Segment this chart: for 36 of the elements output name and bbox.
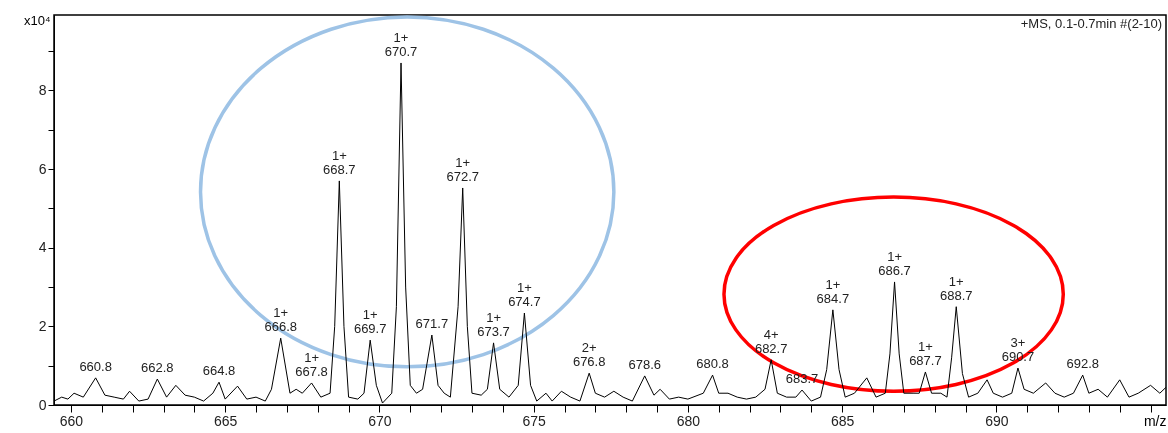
x-axis-title: m/z xyxy=(1143,412,1167,429)
annotation: 664.8 xyxy=(202,363,236,379)
annotation: 1+ 688.7 xyxy=(939,273,973,303)
annotation: 1+ 670.7 xyxy=(384,29,418,59)
x-tick-label: 675 xyxy=(522,412,547,429)
annotation: 1+ 668.7 xyxy=(323,147,356,177)
y-axis-title: x10⁴ xyxy=(23,12,51,28)
annotation: 1+ 667.8 xyxy=(295,349,328,379)
annotation: 1+ 686.7 xyxy=(878,248,911,278)
annotation: 4+ 682.7 xyxy=(754,326,788,356)
annotation: 1+ 672.7 xyxy=(446,154,479,184)
y-tick-label: 8 xyxy=(38,81,47,98)
annotation: 1+ 666.8 xyxy=(264,305,297,335)
annotation: 678.6 xyxy=(628,356,661,372)
annotation: 660.8 xyxy=(79,358,112,374)
y-tick-label: 2 xyxy=(38,317,47,334)
annotation: 1+ 673.7 xyxy=(477,309,510,339)
annotation: +MS, 0.1-0.7min #(2-10) xyxy=(1020,16,1162,31)
y-tick-label: 4 xyxy=(38,239,47,256)
annotation: 1+ 674.7 xyxy=(508,280,541,309)
annotation: 692.8 xyxy=(1066,356,1099,372)
annotation: 662.8 xyxy=(141,360,174,376)
x-tick-label: 665 xyxy=(214,412,238,429)
x-tick-label: 660 xyxy=(59,412,84,429)
annotation: 1+ 684.7 xyxy=(816,276,850,306)
annotation: 671.7 xyxy=(415,316,449,332)
y-tick-label: 6 xyxy=(38,160,47,177)
x-tick-label: 685 xyxy=(830,412,855,429)
annotation: 1+ 669.7 xyxy=(353,307,387,337)
y-tick-label: 0 xyxy=(38,396,47,413)
x-tick-label: 670 xyxy=(368,412,392,429)
annotation: 2+ 676.8 xyxy=(572,340,606,370)
x-tick-label: 690 xyxy=(985,412,1009,429)
x-tick-label: 680 xyxy=(676,412,701,429)
annotation: 680.8 xyxy=(696,356,729,372)
annotation: 1+ 687.7 xyxy=(909,338,942,368)
